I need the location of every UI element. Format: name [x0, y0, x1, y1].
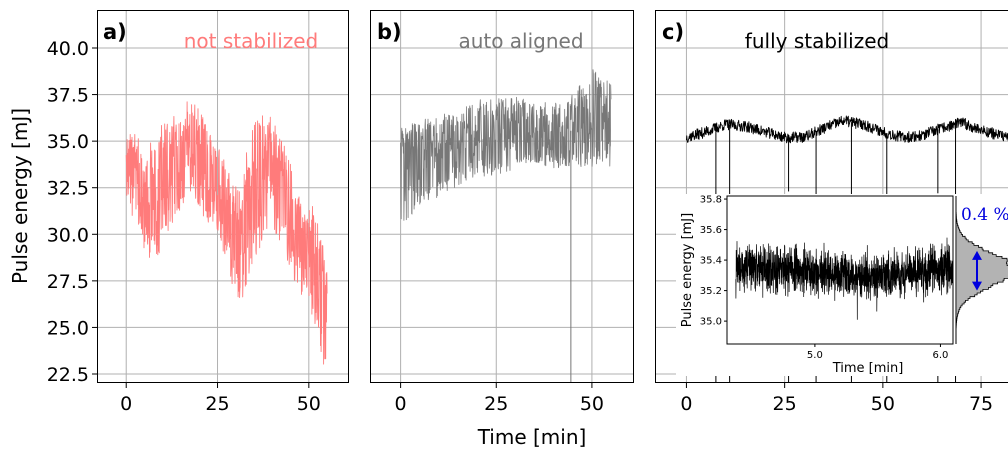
inset-y-tick-label: 35.2 [700, 286, 722, 297]
grid-b [370, 10, 634, 382]
panel-title-a: not stabilized [184, 29, 319, 53]
inset-x-tick-label: 5.0 [807, 350, 823, 361]
panel-title-b: auto aligned [458, 29, 583, 53]
inset-ylabel: Pulse energy [mJ] [680, 213, 695, 327]
inset: 35.0 35.2 35.4 35.6 35.8 5.0 6.0 Time [min] Pu… [676, 194, 1008, 376]
y-tick-label: 37.5 [47, 85, 89, 107]
frame-a [97, 10, 349, 383]
series-line-b [400, 69, 612, 221]
y-tick-label: 32.5 [47, 178, 89, 200]
inset-ticks: 35.0 35.2 35.4 35.6 35.8 5.0 6.0 [700, 195, 949, 361]
frame-b [370, 10, 634, 383]
x-tick-label: 50 [297, 393, 321, 415]
x-tick-label: 0 [395, 393, 407, 415]
y-tick-label: 27.5 [47, 271, 89, 293]
x-tick-label: 25 [773, 393, 797, 415]
inset-y-tick-label: 35.0 [700, 317, 722, 328]
inset-y-tick-label: 35.4 [700, 256, 722, 267]
x-tick-label: 25 [205, 393, 229, 415]
ticks-c: 0 25 50 75 [680, 383, 993, 415]
series-line-c [685, 115, 1008, 144]
inset-y-tick-label: 35.6 [700, 225, 722, 236]
ticks-b: 0 25 50 [395, 383, 604, 415]
inset-xlabel: Time [min] [832, 361, 904, 376]
x-tick-label: 50 [871, 393, 895, 415]
histogram-arrow-head-top [972, 250, 982, 260]
x-tick-label: 50 [580, 393, 604, 415]
panel-b: 0 25 50 b) auto aligned [370, 10, 634, 415]
frame-c [655, 10, 1008, 383]
series-line-a [125, 101, 328, 365]
y-tick-label: 35.0 [47, 131, 89, 153]
x-tick-label: 75 [969, 393, 993, 415]
y-tick-label: 40.0 [47, 38, 89, 60]
histogram-arrow-head-bottom [972, 281, 982, 291]
ticks-a: 0 25 50 22.5 25.0 27.5 30.0 32.5 35.0 37.5 40.0 [47, 38, 321, 415]
y-tick-label: 22.5 [47, 364, 89, 386]
panel-c: 0 25 50 75 c) fully stabilized 35.0 35.2 35.4… [655, 10, 1008, 415]
panel-a: 0 25 50 22.5 25.0 27.5 30.0 32.5 35.0 37.5 40.0 a)… [47, 10, 349, 415]
histogram-bars [955, 206, 1008, 334]
x-tick-label: 25 [484, 393, 508, 415]
inset-y-tick-label: 35.8 [700, 195, 722, 206]
x-tick-label: 0 [120, 393, 132, 415]
inset-series [735, 237, 953, 320]
series-a [125, 101, 328, 365]
panel-label-b: b) [377, 20, 402, 44]
histogram-annotation: 0.4 % [961, 205, 1008, 225]
x-axis-title: Time [min] [477, 425, 587, 449]
inset-x-tick-label: 6.0 [932, 350, 948, 361]
panel-title-c: fully stabilized [745, 29, 889, 53]
y-axis-title: Pulse energy [mJ] [8, 108, 32, 284]
inset-frame [726, 195, 954, 345]
panel-label-a: a) [103, 20, 127, 44]
y-tick-label: 25.0 [47, 317, 89, 339]
inset-series-line [735, 237, 953, 320]
panel-label-c: c) [662, 20, 684, 44]
y-tick-label: 30.0 [47, 224, 89, 246]
series-b [400, 69, 612, 382]
histogram [955, 196, 1008, 344]
x-tick-label: 0 [680, 393, 692, 415]
